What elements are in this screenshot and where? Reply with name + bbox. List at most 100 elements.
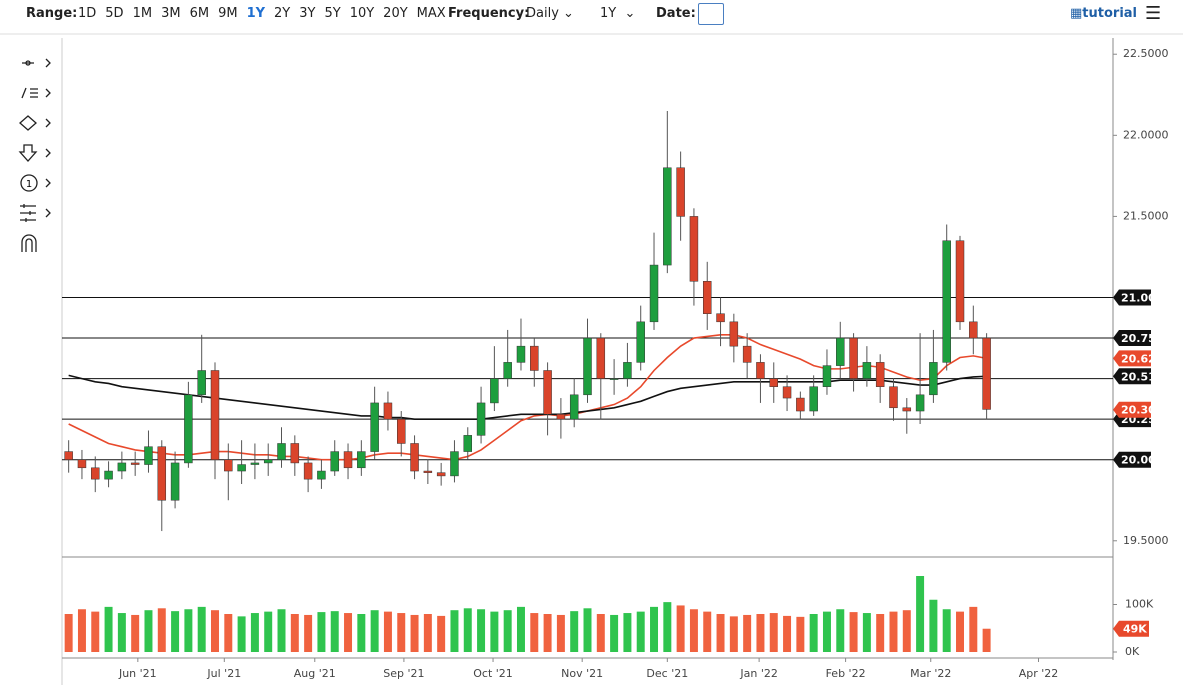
- candle-body: [317, 470, 326, 480]
- volume-bar: [570, 611, 579, 652]
- y-tick-label: 21.5000: [1123, 209, 1169, 222]
- volume-bar: [104, 606, 113, 652]
- volume-bar: [822, 611, 831, 652]
- volume-bar: [942, 609, 951, 652]
- volume-bar: [956, 611, 964, 652]
- range-button[interactable]: 10Y: [349, 6, 375, 21]
- tool-line[interactable]: [22, 58, 51, 68]
- candle-body: [583, 337, 592, 396]
- range-button[interactable]: 6M: [189, 6, 210, 21]
- candle-body: [982, 337, 991, 410]
- toolbar: Range: 1D 5D 1M 3M 6M 9M 1Y 2Y 3Y 5Y 10Y 20Y MAX Fre…: [0, 0, 1183, 30]
- x-tick-label: Sep '21: [383, 667, 424, 680]
- moving-average: [68, 374, 987, 420]
- candle-body: [77, 459, 87, 469]
- date-button[interactable]: [698, 3, 724, 25]
- candle-body: [543, 370, 552, 415]
- candle-body: [170, 462, 180, 501]
- tool-magnet[interactable]: [21, 234, 37, 252]
- candle-body: [463, 435, 473, 452]
- volume-bar: [849, 612, 858, 652]
- candle-body: [796, 397, 805, 412]
- volume-bar: [783, 615, 792, 652]
- candle-body: [370, 402, 379, 452]
- candle-body: [290, 443, 300, 464]
- volume-bar: [290, 614, 299, 652]
- volume-bar: [237, 616, 246, 652]
- candle-body: [955, 240, 965, 323]
- volume-bar: [889, 611, 898, 652]
- volume-bar: [264, 611, 273, 652]
- volume-bar: [437, 615, 446, 652]
- price-tag-label: 20.6247: [1121, 352, 1171, 365]
- price-tag-label: 20.7500: [1121, 332, 1171, 345]
- candle-body: [277, 443, 286, 460]
- period-select[interactable]: 1Y ⌄: [600, 6, 636, 21]
- price-tag: [1113, 289, 1151, 306]
- volume-bar: [77, 609, 86, 652]
- candle-body: [809, 386, 818, 412]
- volume-bar: [277, 609, 286, 652]
- volume-bar: [157, 608, 166, 652]
- volume-bar: [503, 610, 512, 652]
- candle-body: [397, 418, 406, 444]
- candle-body: [237, 464, 246, 472]
- tool-measure[interactable]: [20, 178, 51, 222]
- x-tick-label: Jan '22: [739, 667, 777, 680]
- tool-arrow[interactable]: [18, 144, 51, 162]
- price-tag: [1113, 330, 1151, 347]
- frequency-select[interactable]: Daily ⌄: [526, 6, 574, 21]
- tool-fib[interactable]: [21, 87, 51, 99]
- range-button[interactable]: MAX: [416, 6, 446, 21]
- range-button[interactable]: 2Y: [274, 6, 291, 21]
- volume-bar: [969, 606, 978, 652]
- volume-bar: [516, 606, 525, 652]
- range-button[interactable]: 5Y: [324, 6, 341, 21]
- candle-body: [516, 345, 526, 363]
- candle-body: [503, 362, 512, 379]
- range-button[interactable]: 5D: [105, 6, 124, 21]
- volume-bar: [703, 611, 712, 652]
- volume-bar: [131, 614, 140, 652]
- candle-body: [303, 462, 313, 480]
- volume-bar: [583, 608, 592, 652]
- tool-shape[interactable]: [19, 115, 51, 131]
- tutorial-link[interactable]: ▦tutorial: [1070, 6, 1138, 21]
- volume-tick-label: 0K: [1125, 645, 1140, 658]
- volume-bar: [929, 599, 938, 652]
- candle-body: [330, 451, 339, 472]
- range-button[interactable]: 1D: [78, 6, 97, 21]
- candle-body: [942, 240, 951, 363]
- range-button[interactable]: 1Y: [246, 6, 266, 21]
- volume-bar: [623, 613, 632, 652]
- volume-bar: [543, 614, 552, 652]
- candle-body: [929, 362, 938, 396]
- tool-note-icon: 1: [26, 179, 32, 190]
- candle-body: [383, 402, 393, 420]
- candle-body: [530, 345, 539, 371]
- menu-button[interactable]: ☰: [1145, 3, 1162, 24]
- y-tick-label: 22.5000: [1123, 47, 1169, 60]
- volume-bar: [344, 613, 353, 652]
- x-tick-label: Feb '22: [826, 667, 866, 680]
- candle-body: [357, 451, 366, 469]
- tool-note[interactable]: [20, 174, 38, 192]
- range-button[interactable]: 3Y: [299, 6, 316, 21]
- volume-bar: [596, 614, 605, 652]
- candle-body: [702, 281, 712, 314]
- x-tick-label: Oct '21: [473, 667, 513, 680]
- candle-body: [875, 362, 885, 387]
- candle-body: [689, 216, 699, 282]
- volume-bar: [530, 613, 539, 652]
- x-tick-label: Mar '22: [910, 667, 951, 680]
- candle-body: [490, 378, 499, 404]
- range-button[interactable]: 9M: [218, 6, 238, 21]
- range-button[interactable]: 3M: [161, 6, 181, 21]
- volume-bar: [636, 611, 645, 652]
- volume-bar: [490, 611, 499, 652]
- candle-body: [769, 378, 778, 387]
- range-button[interactable]: 1M: [132, 6, 153, 21]
- range-button[interactable]: 20Y: [383, 6, 408, 21]
